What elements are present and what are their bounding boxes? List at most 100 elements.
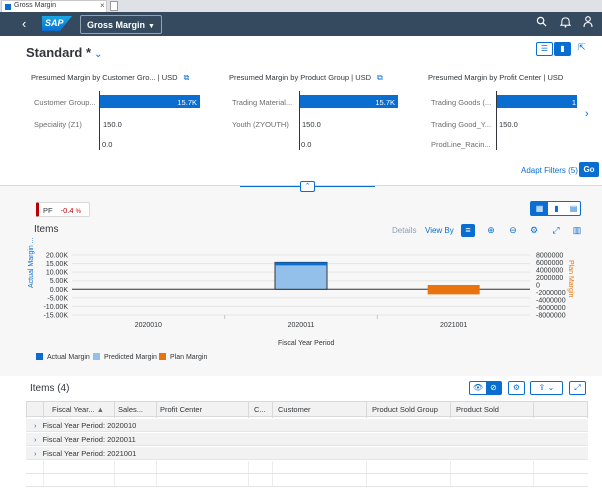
- browser-tab-strip: [0, 0, 602, 12]
- y-tick-label-left: 0.00K: [50, 287, 69, 294]
- y-tick-label-right: -6000000: [536, 305, 566, 312]
- open-link-icon[interactable]: ⧉: [377, 73, 383, 82]
- zoom-out-icon[interactable]: ⊖: [509, 225, 517, 235]
- chart-type-icon[interactable]: ▥: [572, 225, 582, 235]
- compact-filter-button[interactable]: ☰: [536, 42, 553, 56]
- new-tab-button[interactable]: [110, 1, 118, 11]
- bar-value: 150.0: [103, 120, 122, 129]
- y-tick-label-left: 15.00K: [46, 261, 69, 268]
- x-axis-label: Fiscal Year Period: [278, 340, 335, 347]
- y-tick-label-right: 8000000: [536, 253, 563, 260]
- fullscreen-icon[interactable]: ⤢: [552, 225, 560, 235]
- zoom-in-icon[interactable]: ⊕: [487, 225, 495, 235]
- card-title-customer-group: Presumed Margin by Customer Gro... | USD…: [31, 73, 190, 82]
- bar-label: Customer Group...: [34, 98, 96, 107]
- favicon-icon: [5, 4, 11, 10]
- table-group-row[interactable]: › Fiscal Year Period: 2020010: [26, 419, 588, 432]
- close-icon[interactable]: ×: [100, 1, 105, 10]
- y-axis-label-left: Actual Margin ...: [28, 237, 35, 288]
- y-tick-label-right: -4000000: [536, 298, 566, 305]
- chart-view-button[interactable]: ▮: [554, 204, 559, 213]
- table-settings-icon[interactable]: ⚙: [508, 381, 525, 395]
- share-icon[interactable]: ⇱: [578, 42, 586, 52]
- app-title: Gross Margin: [87, 20, 146, 30]
- expand-icon[interactable]: ›: [34, 449, 37, 458]
- legend-toggle-icon[interactable]: ≡: [461, 224, 475, 237]
- visual-filter-button[interactable]: ▮: [554, 42, 571, 56]
- shell-bar: [0, 12, 602, 36]
- chevron-right-icon[interactable]: ›: [585, 108, 589, 120]
- column-header-sales[interactable]: Sales...: [118, 405, 144, 414]
- settings-icon[interactable]: ⚙: [529, 225, 539, 235]
- table-header: Fiscal Year... ▲ Sales... Profit Center …: [26, 401, 588, 418]
- view-toggle: ▦ ▮ ▤: [530, 201, 581, 216]
- kpi-label: PF: [43, 206, 53, 215]
- bar-label: Trading Material...: [232, 98, 293, 107]
- bar-value: 0.0: [102, 140, 113, 149]
- show-hide-details-toggle[interactable]: 👁 ⊘: [469, 381, 502, 395]
- search-icon[interactable]: [536, 16, 547, 30]
- predicted-margin-bar: [275, 263, 327, 290]
- table-group-row[interactable]: › Fiscal Year Period: 2020011: [26, 433, 588, 446]
- collapse-header-button[interactable]: ⌃: [300, 181, 315, 192]
- expand-icon[interactable]: ›: [34, 435, 37, 444]
- legend-actual-margin[interactable]: Actual Margin: [36, 353, 90, 361]
- expand-icon[interactable]: ›: [34, 421, 37, 430]
- table-empty-row: [26, 461, 588, 474]
- bar-label: ProdLine_Racin...: [431, 140, 491, 149]
- app-title-menu[interactable]: Gross Margin ▼: [80, 15, 162, 34]
- y-tick-label-right: -8000000: [536, 313, 566, 320]
- column-header-product-sold[interactable]: Product Sold: [456, 405, 499, 414]
- y-tick-label-left: 10.00K: [46, 270, 69, 277]
- card-title-product-group: Presumed Margin by Product Group | USD ⧉: [229, 73, 383, 82]
- plan-margin-bar: [427, 285, 480, 295]
- chart-table-view-button[interactable]: ▦: [531, 202, 548, 215]
- go-button[interactable]: Go: [579, 162, 599, 177]
- column-header-profit-center[interactable]: Profit Center: [160, 405, 203, 414]
- bar-label: Speciality (Z1): [34, 120, 82, 129]
- x-tick-label: 2020011: [288, 322, 315, 329]
- chart-axis: [496, 91, 497, 150]
- open-link-icon[interactable]: ⧉: [183, 73, 190, 82]
- bar[interactable]: 15.7K: [100, 95, 200, 108]
- y-axis-label-right: Plan Margin: [567, 260, 574, 298]
- column-header-fiscal-year[interactable]: Fiscal Year... ▲: [52, 405, 105, 414]
- bar[interactable]: 15.7K: [300, 95, 398, 108]
- chevron-down-icon: ⌄: [94, 49, 103, 60]
- y-tick-label-left: -10.00K: [43, 304, 68, 311]
- card-title-profit-center: Presumed Margin by Profit Center | USD: [428, 73, 564, 82]
- y-tick-label-right: 0: [536, 283, 540, 290]
- sort-ascending-icon: ▲: [96, 405, 105, 414]
- kpi-tag[interactable]: PF -0.4 %: [36, 202, 90, 217]
- bar[interactable]: 1: [497, 95, 577, 108]
- y-tick-label-right: 4000000: [536, 268, 563, 275]
- column-header-customer[interactable]: Customer: [278, 405, 311, 414]
- variant-name: Standard *: [26, 45, 92, 60]
- table-view-button[interactable]: ▤: [569, 204, 578, 213]
- x-tick-label: 2020010: [135, 322, 162, 329]
- column-header-c[interactable]: C...: [254, 405, 266, 414]
- kpi-value: -0.4 %: [60, 206, 81, 215]
- y-tick-label-right: 6000000: [536, 260, 563, 267]
- legend-predicted-margin[interactable]: Predicted Margin: [93, 353, 157, 361]
- bell-icon[interactable]: [559, 16, 572, 31]
- variant-selector[interactable]: Standard * ⌄: [26, 45, 102, 60]
- details-button[interactable]: Details: [392, 226, 417, 235]
- caret-down-icon: ▼: [148, 23, 155, 30]
- table-fullscreen-icon[interactable]: ⤢: [569, 381, 586, 395]
- view-by-button[interactable]: View By: [425, 226, 454, 235]
- back-icon[interactable]: ‹: [22, 16, 27, 31]
- bar-label: Youth (ZYOUTH): [232, 120, 289, 129]
- export-menu-button[interactable]: ⇪ ⌄: [530, 381, 563, 395]
- table-group-row[interactable]: › Fiscal Year Period: 2021001: [26, 447, 588, 460]
- browser-tab[interactable]: Gross Margin ×: [1, 0, 107, 12]
- table-title: Items (4): [30, 383, 70, 394]
- y-tick-label-right: 2000000: [536, 275, 563, 282]
- user-icon[interactable]: [583, 16, 593, 30]
- bar-label: Trading Goods (...: [431, 98, 492, 107]
- legend-plan-margin[interactable]: Plan Margin: [159, 353, 207, 361]
- adapt-filters-link[interactable]: Adapt Filters (5): [521, 166, 578, 175]
- column-header-product-sold-group[interactable]: Product Sold Group: [372, 405, 438, 414]
- table-empty-row: [26, 474, 588, 487]
